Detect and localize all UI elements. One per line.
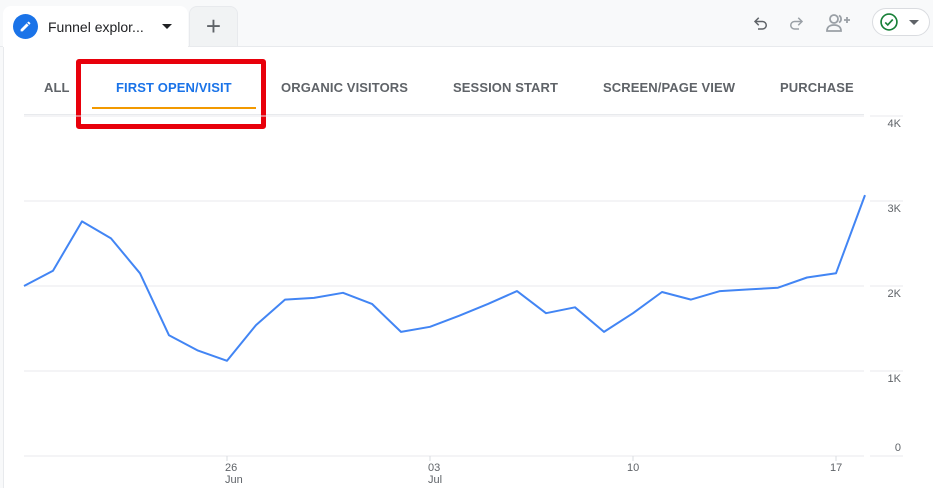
pencil-icon [13,14,38,39]
tab-purchase[interactable]: PURCHASE [780,80,854,95]
undo-icon[interactable] [750,12,772,34]
check-circle-icon [880,13,898,31]
step-tabs: ALL FIRST OPEN/VISIT ORGANIC VISITORS SE… [4,47,933,115]
y-tick-label: 4K [887,118,901,130]
y-tick-label: 3K [887,203,901,215]
y-tick-label: 0 [894,442,901,454]
x-tick-label: 17 [830,462,843,474]
tab-organic-visitors[interactable]: ORGANIC VISITORS [281,80,409,95]
tab-first-open-visit[interactable]: FIRST OPEN/VISIT [116,80,232,95]
chart-panel: ALL FIRST OPEN/VISIT ORGANIC VISITORS SE… [3,47,933,488]
series-line [23,194,866,362]
x-tick-label: 03 Jul [428,462,443,486]
exploration-tab[interactable]: Funnel explor... [3,6,188,47]
top-toolbar: Funnel explor... + [0,0,933,47]
tab-all[interactable]: ALL [44,80,70,95]
y-tick-label: 1K [887,373,901,385]
tab-screen-page-view[interactable]: SCREEN/PAGE VIEW [603,80,736,95]
add-tab-button[interactable]: + [189,6,238,46]
share-users-icon[interactable] [825,12,853,34]
tab-session-start[interactable]: SESSION START [453,80,559,95]
exploration-tab-title: Funnel explor... [48,18,144,35]
x-tick-label: 10 [627,462,640,474]
gridlines [24,115,903,461]
chevron-down-icon[interactable] [161,24,172,29]
status-dropdown[interactable] [872,8,930,36]
highlight-box [76,59,266,129]
x-tick-label: 26 Jun [225,462,243,486]
redo-icon[interactable] [785,12,807,34]
chevron-down-icon [909,19,919,25]
y-tick-label: 2K [887,288,901,300]
selected-tab-indicator [92,107,256,109]
tabs-divider [24,114,864,115]
